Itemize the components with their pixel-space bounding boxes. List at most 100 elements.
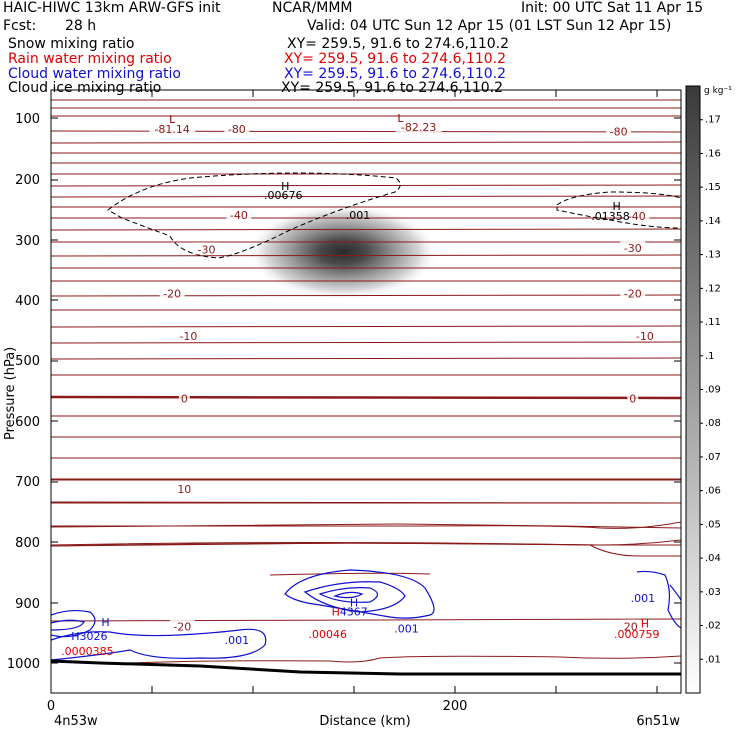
isotherm-label: -30 (624, 242, 642, 255)
colorbar-level-label: .14 (705, 216, 721, 227)
isotherm-lines (51, 99, 681, 547)
isotherm-label-bg (194, 242, 220, 255)
extremum-label: L (397, 112, 404, 125)
colorbar-level-label: .07 (705, 452, 721, 463)
colorbar-level-label: .08 (705, 418, 721, 429)
y-tick-label: 200 (15, 173, 40, 188)
x-axis (151, 90, 658, 693)
extremum-label: .001 (225, 634, 250, 647)
y-tick-label: 100 (15, 112, 40, 127)
isotherm-label-bg (224, 121, 250, 134)
cloud-water-contours (51, 569, 681, 661)
y-tick-label: 900 (15, 597, 40, 612)
field-xy-cloud-water: XY= 259.5, 91.6 to 274.6,110.2 (284, 66, 507, 82)
org-label: NCAR/MMM (272, 0, 353, 16)
isotherm-label-bg (620, 286, 646, 299)
colorbar: .01 .02 .03 .04 .05 .06 .07 .08 .09 .1 .11 .12 .13 .1… (685, 85, 732, 694)
isotherm-label: -80 (610, 125, 628, 138)
extremum-label: H (641, 618, 649, 631)
x-start-location: 4n53w (54, 714, 98, 729)
isotherm-label: -10 (636, 330, 654, 343)
isotherm-label-bg (175, 482, 194, 495)
extremum-label: .001 (631, 592, 656, 605)
init-time: Init: 00 UTC Sat 11 Apr 15 (521, 0, 704, 16)
isotherm-label-bg (149, 121, 196, 134)
colorbar-level-label: .15 (705, 182, 721, 193)
y-axis: 100 200 300 400 500 600 700 800 900 1000 (7, 112, 681, 672)
x-axis-title: Distance (km) (319, 714, 410, 729)
field-name-cloud-water: Cloud water mixing ratio (8, 66, 181, 82)
isotherm-label: -20 (624, 288, 642, 301)
colorbar-level-label: .02 (705, 621, 721, 632)
model-title: HAIC-HIWC 13km ARW-GFS init (3, 0, 221, 16)
extremum-label: .001 (394, 622, 419, 635)
extremum-label: .000759 (614, 628, 660, 641)
y-tick-label: 700 (15, 475, 40, 490)
extremum-label: L (169, 113, 176, 126)
forecast-hour: 28 h (65, 18, 97, 34)
extremum-label: H (281, 180, 289, 193)
y-tick-label: 500 (15, 354, 40, 369)
y-tick-label: 800 (15, 536, 40, 551)
isotherm-label: -20 (163, 288, 181, 301)
isotherm-label: -40 (230, 209, 248, 222)
extremum-label: H (101, 616, 109, 629)
y-tick-label: 400 (15, 294, 40, 309)
isotherm-label-bg (175, 329, 201, 341)
forecast-label: Fcst: (3, 18, 37, 34)
snow-contours (107, 172, 681, 259)
isotherm-label: 20 (624, 621, 638, 634)
isotherm-label-bg (159, 286, 185, 299)
extremum-label: .4367 (336, 606, 368, 619)
field-xy-cloud-ice: XY= 259.5, 91.6 to 274.6,110.2 (281, 80, 504, 96)
isotherm-label: -81.14 (154, 123, 189, 136)
extremum-label: .001 (346, 209, 371, 222)
y-axis-title: Pressure (hPa) (3, 347, 18, 440)
extremum-label: .01358 (591, 210, 630, 223)
isotherm-label-bg (632, 329, 658, 341)
isotherm-labels: -80 -81.14 -82.23 -80 -40 -30 -40 -30 -20 -20 -10 -… (149, 120, 658, 634)
isotherm-label-bg (606, 124, 632, 137)
isotherm-label-bg (620, 241, 646, 254)
extremum-label: H (332, 606, 340, 619)
extrema-labels: L LH.00676.001H.01358H.4367H.00046.001.00… (61, 112, 659, 658)
valid-time: Valid: 04 UTC Sun 12 Apr 15 (01 LST Sun … (307, 18, 672, 34)
colorbar-level-label: .09 (705, 385, 721, 396)
colorbar-level-label: .11 (705, 317, 721, 328)
field-name-snow: Snow mixing ratio (8, 36, 135, 52)
terrain-line (51, 659, 681, 676)
lower-isotherms (51, 478, 681, 664)
colorbar-level-label: .06 (705, 486, 721, 497)
colorbar-level-label: .17 (705, 115, 721, 126)
y-tick-label: 600 (15, 415, 40, 430)
isotherm-label: -30 (198, 243, 216, 256)
isotherm-label: -40 (628, 210, 646, 223)
isotherm-label-bg (621, 619, 640, 632)
isotherm-label: -20 (173, 621, 191, 634)
extremum-label: .00676 (264, 189, 303, 202)
x-tick-label: 0 (47, 699, 55, 714)
y-tick-label: 300 (15, 234, 40, 249)
isotherm-label: -10 (179, 330, 197, 343)
extremum-label: .00046 (308, 628, 347, 641)
extremum-label: H3026 (71, 630, 107, 643)
field-xy-snow: XY= 259.5, 91.6 to 274.6,110.2 (287, 36, 510, 52)
isotherm-label: 10 (177, 483, 191, 496)
isotherm-label: -80 (228, 123, 246, 136)
isotherm-label-bg (624, 209, 650, 222)
x-tick-label: 200 (443, 699, 468, 714)
colorbar-level-label: .1 (705, 351, 715, 362)
y-tick-label: 1000 (7, 657, 40, 672)
colorbar-level-label: .03 (705, 587, 721, 598)
colorbar-level-label: .16 (705, 148, 721, 159)
colorbar-level-label: .05 (705, 519, 721, 530)
plot-frame (50, 89, 682, 694)
isotherm-label-bg (169, 619, 195, 632)
isotherm-label: 0 (181, 392, 188, 405)
zero-isotherm (51, 395, 681, 400)
colorbar-level-label: .13 (705, 250, 721, 261)
isotherm-label-bg (178, 391, 190, 404)
field-xy-rain: XY= 259.5, 91.6 to 274.6,110.2 (284, 51, 507, 67)
field-name-rain: Rain water mixing ratio (8, 51, 172, 67)
